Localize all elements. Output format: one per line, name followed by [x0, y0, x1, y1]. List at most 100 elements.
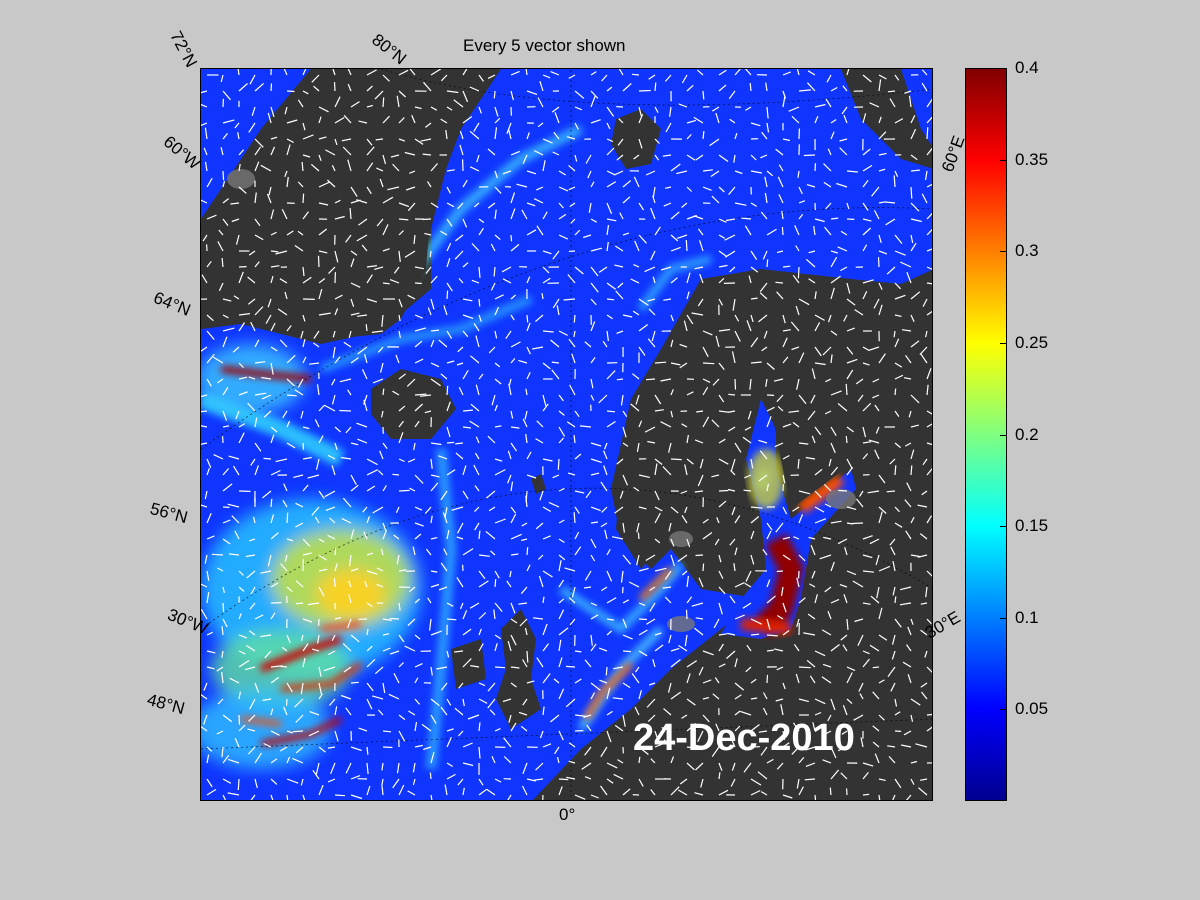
vector-arrow: [614, 724, 624, 732]
vector-arrow: [862, 426, 867, 438]
vector-arrow: [237, 778, 240, 791]
vector-arrow: [536, 225, 544, 236]
vector-arrow: [781, 210, 784, 220]
vector-arrow: [408, 710, 416, 716]
vector-arrow: [366, 658, 376, 668]
vector-arrow: [702, 532, 713, 540]
vector-arrow: [292, 757, 304, 764]
vector-arrow: [667, 682, 672, 693]
vector-arrow: [714, 538, 720, 546]
vector-arrow: [921, 691, 928, 700]
vector-arrow: [254, 614, 264, 620]
vector-arrow: [750, 297, 758, 300]
vector-arrow: [862, 227, 872, 236]
vector-arrow: [260, 634, 272, 638]
vector-arrow: [510, 208, 516, 220]
vector-arrow: [300, 330, 304, 339]
vector-arrow: [670, 691, 682, 700]
vector-arrow: [556, 305, 560, 316]
vector-arrow: [489, 709, 496, 716]
vector-arrow: [302, 356, 307, 364]
vector-arrow: [478, 218, 485, 224]
vector-arrow: [508, 383, 512, 396]
vector-arrow: [557, 458, 560, 470]
vector-arrow: [318, 136, 327, 140]
vector-arrow: [744, 582, 752, 588]
vector-arrow: [691, 602, 704, 607]
vector-arrow: [407, 294, 416, 300]
vector-arrow: [302, 794, 306, 800]
vector-arrow: [263, 742, 272, 748]
vector-arrow: [425, 548, 432, 556]
vector-arrow: [776, 394, 784, 403]
vector-arrow: [413, 234, 416, 245]
vector-arrow: [206, 570, 210, 581]
vector-arrow: [622, 618, 628, 628]
vector-arrow: [727, 488, 736, 492]
vector-arrow: [413, 442, 416, 451]
vector-arrow: [414, 393, 427, 396]
vector-arrow: [318, 116, 322, 124]
vector-arrow: [558, 786, 563, 796]
vector-arrow: [788, 410, 800, 413]
vector-arrow: [878, 607, 883, 620]
vector-arrow: [734, 547, 738, 556]
vector-arrow: [670, 659, 681, 668]
vector-arrow: [813, 225, 816, 236]
vector-arrow: [686, 673, 691, 684]
vector-arrow: [622, 196, 631, 204]
vector-arrow: [295, 522, 304, 528]
vector-arrow: [638, 106, 642, 117]
vector-arrow: [350, 250, 358, 256]
vector-arrow: [444, 784, 448, 796]
vector-arrow: [798, 698, 809, 703]
vector-arrow: [874, 753, 880, 764]
vector-arrow: [893, 330, 896, 338]
vector-arrow: [606, 330, 609, 342]
vector-arrow: [670, 246, 681, 252]
vector-arrow: [662, 466, 672, 476]
vector-arrow: [532, 617, 544, 620]
vector-arrow: [750, 697, 758, 700]
vector-arrow: [718, 762, 723, 771]
vector-arrow: [334, 426, 341, 433]
vector-arrow: [329, 517, 336, 524]
vector-arrow: [926, 368, 932, 380]
vector-arrow: [302, 90, 309, 95]
vector-arrow: [462, 548, 474, 556]
vector-arrow: [574, 410, 580, 418]
vector-arrow: [761, 346, 768, 352]
vector-arrow: [837, 402, 848, 412]
vector-arrow: [284, 554, 288, 562]
vector-arrow: [275, 250, 288, 255]
vector-arrow: [487, 682, 496, 692]
vector-arrow: [724, 234, 736, 241]
vector-arrow: [398, 90, 407, 98]
vector-arrow: [830, 330, 838, 336]
vector-arrow: [381, 778, 384, 787]
vector-arrow: [334, 96, 341, 108]
vector-arrow: [805, 258, 816, 268]
vector-arrow: [731, 351, 736, 364]
vector-arrow: [270, 426, 278, 433]
vector-arrow: [474, 522, 480, 531]
vector-arrow: [398, 230, 404, 236]
vector-arrow: [429, 618, 432, 631]
vector-arrow: [878, 679, 885, 684]
vector-arrow: [366, 762, 369, 775]
vector-arrow: [414, 420, 420, 428]
vector-arrow: [775, 522, 784, 533]
vector-arrow: [222, 336, 228, 348]
vector-arrow: [887, 90, 896, 93]
vector-arrow: [446, 602, 454, 607]
vector-arrow: [686, 538, 691, 548]
vector-arrow: [342, 146, 352, 156]
vector-arrow: [361, 369, 368, 380]
vector-arrow: [318, 278, 326, 284]
vector-arrow: [414, 403, 424, 412]
vector-arrow: [894, 388, 897, 396]
vector-arrow: [424, 232, 432, 236]
vector-arrow: [228, 455, 240, 460]
vector-arrow: [910, 516, 915, 524]
vector-arrow: [443, 548, 448, 556]
